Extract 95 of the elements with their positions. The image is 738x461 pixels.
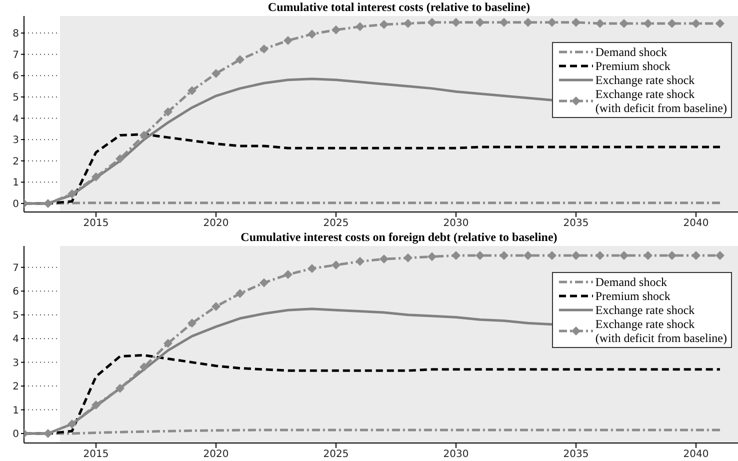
y-tick-label: 1 xyxy=(12,178,19,189)
point xyxy=(92,172,100,182)
point xyxy=(716,250,724,260)
legend-label: Premium shock xyxy=(595,289,670,303)
y-tick-label: 0 xyxy=(12,199,19,210)
point xyxy=(356,256,364,266)
point xyxy=(356,22,364,32)
point xyxy=(620,18,628,28)
y-tick-label: 4 xyxy=(12,334,19,346)
point xyxy=(428,18,436,27)
point xyxy=(524,18,532,27)
x-tick-label: 2020 xyxy=(203,449,229,460)
point xyxy=(116,154,124,164)
legend-label: Exchange rate shock (with deficit from baseline) xyxy=(595,317,727,345)
x-tick-label: 2025 xyxy=(323,449,349,460)
point xyxy=(92,400,100,410)
y-tick-label: 0 xyxy=(12,429,19,440)
point xyxy=(284,36,292,45)
point xyxy=(452,250,460,260)
point xyxy=(500,250,508,260)
y-tick-label: 2 xyxy=(12,382,19,393)
x-tick-label: 2035 xyxy=(563,449,589,460)
point xyxy=(476,18,484,27)
point xyxy=(236,288,244,298)
x-tick-label: 2025 xyxy=(323,218,349,230)
point xyxy=(140,130,148,140)
point xyxy=(596,18,604,28)
point xyxy=(548,18,556,27)
legend-label: Exchange rate shock xyxy=(595,303,695,317)
point xyxy=(236,55,244,64)
point xyxy=(332,260,340,270)
point xyxy=(668,18,676,28)
legend-label: Premium shock xyxy=(595,59,670,73)
point xyxy=(644,250,652,260)
y-tick-label: 5 xyxy=(12,92,19,104)
point xyxy=(716,18,724,28)
point xyxy=(68,189,76,198)
point xyxy=(644,18,652,28)
point xyxy=(620,250,628,260)
point xyxy=(692,250,700,260)
chart-title: Cumulative interest costs on foreign debt (relative to baseline) xyxy=(240,230,558,244)
y-tick-label: 3 xyxy=(12,358,19,369)
point xyxy=(116,384,124,393)
point xyxy=(380,20,388,30)
x-tick-label: 2035 xyxy=(563,218,589,230)
point xyxy=(212,302,220,312)
legend-label: Exchange rate shock xyxy=(595,73,695,87)
point xyxy=(212,69,220,78)
point xyxy=(140,362,148,372)
y-tick-label: 6 xyxy=(12,286,19,298)
point xyxy=(668,250,676,260)
point xyxy=(284,270,292,279)
point xyxy=(188,318,196,328)
point xyxy=(404,253,412,262)
point xyxy=(260,278,268,288)
y-tick-label: 7 xyxy=(12,50,19,61)
x-tick-label: 2040 xyxy=(683,449,709,460)
point xyxy=(404,18,412,28)
x-tick-label: 2015 xyxy=(83,218,109,230)
y-tick-label: 7 xyxy=(12,262,19,274)
x-tick-label: 2040 xyxy=(683,218,709,230)
legend-label: Exchange rate shock (with deficit from baseline) xyxy=(595,87,727,115)
y-tick-label: 3 xyxy=(12,135,19,146)
point xyxy=(572,250,580,260)
chart-title: Cumulative total interest costs (relative to baseline) xyxy=(266,0,532,14)
point xyxy=(476,250,484,260)
point xyxy=(308,264,316,274)
point xyxy=(164,107,172,116)
point xyxy=(260,44,268,54)
point xyxy=(548,250,556,260)
y-tick-label: 1 xyxy=(12,405,19,416)
point xyxy=(452,18,460,27)
point xyxy=(596,250,604,260)
legend-label: Demand shock xyxy=(595,275,668,289)
y-tick-label: 2 xyxy=(12,156,19,168)
point xyxy=(380,254,388,264)
point xyxy=(428,252,436,262)
y-tick-label: 4 xyxy=(12,114,19,125)
y-tick-label: 8 xyxy=(12,28,19,40)
point xyxy=(164,338,172,348)
point xyxy=(692,18,700,28)
y-tick-label: 6 xyxy=(12,71,19,82)
point xyxy=(188,86,196,96)
y-tick-label: 5 xyxy=(12,310,19,322)
point xyxy=(308,30,316,39)
legend-label: Demand shock xyxy=(595,45,668,59)
point xyxy=(572,18,580,27)
x-tick-label: 2020 xyxy=(203,218,229,230)
x-tick-label: 2030 xyxy=(443,218,469,230)
x-tick-label: 2030 xyxy=(443,449,469,460)
point xyxy=(524,250,532,260)
point xyxy=(500,18,508,27)
x-tick-label: 2015 xyxy=(83,449,109,460)
point xyxy=(332,25,340,34)
point xyxy=(68,420,76,429)
